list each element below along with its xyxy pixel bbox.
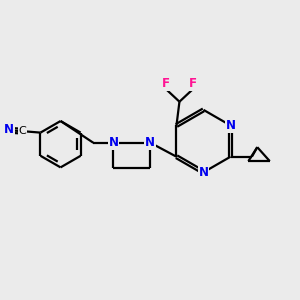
Text: F: F bbox=[162, 77, 170, 90]
Text: F: F bbox=[189, 77, 197, 90]
Text: N: N bbox=[109, 136, 118, 149]
Text: N: N bbox=[145, 136, 155, 149]
Text: N: N bbox=[4, 123, 14, 136]
Text: N: N bbox=[199, 166, 208, 179]
Text: N: N bbox=[226, 119, 236, 132]
Text: C: C bbox=[19, 126, 26, 136]
